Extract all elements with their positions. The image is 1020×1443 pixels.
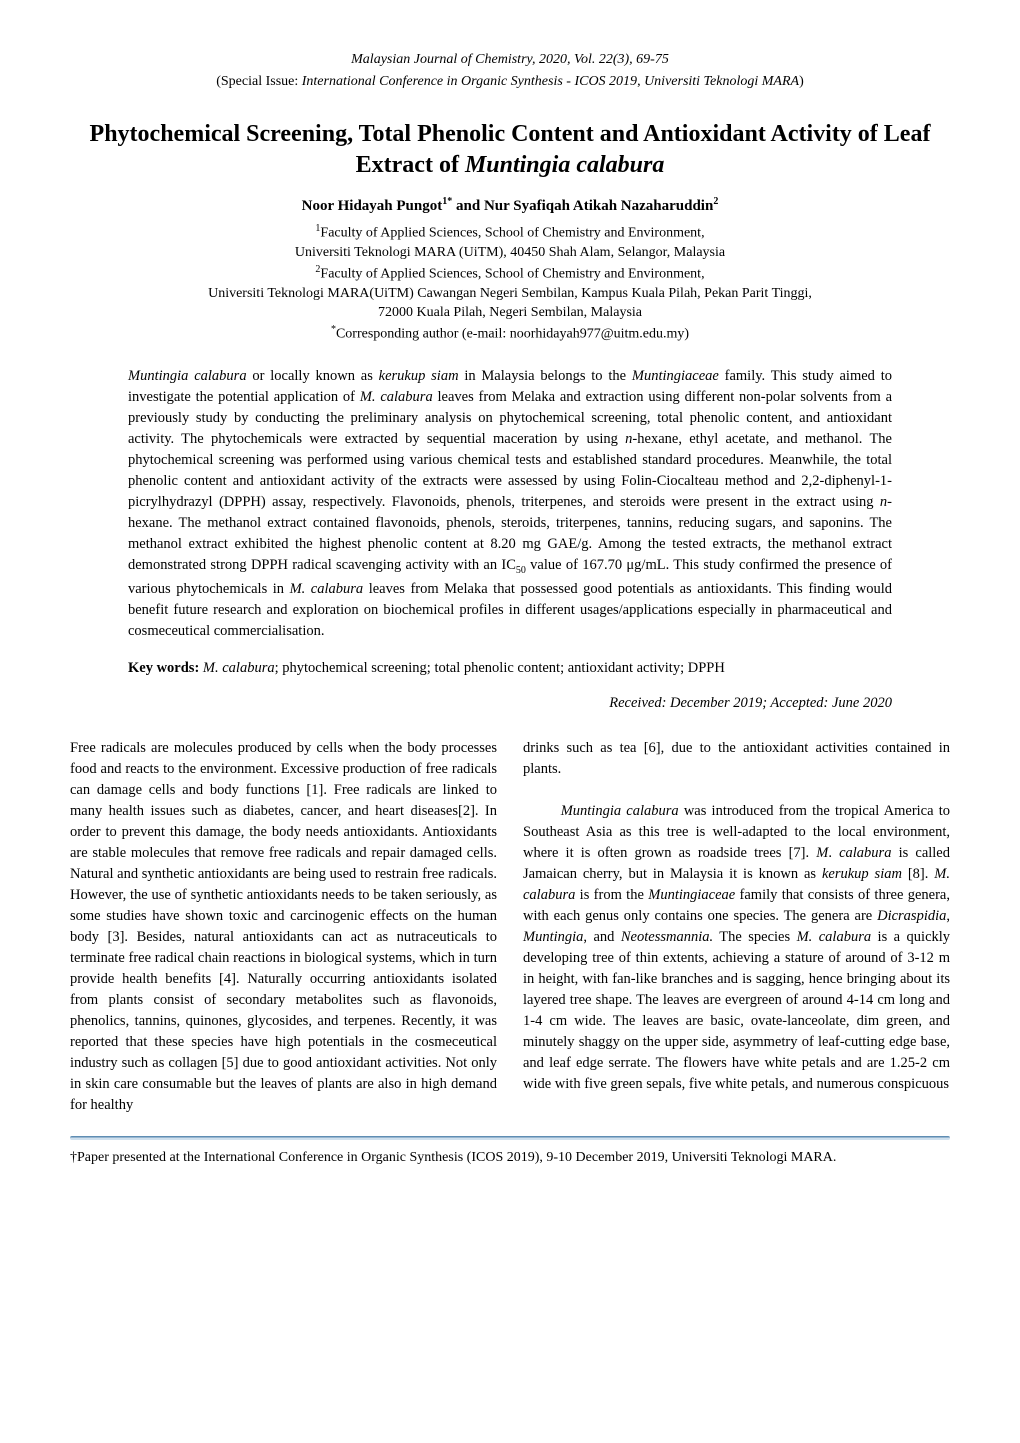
journal-header: Malaysian Journal of Chemistry, 2020, Vo…: [70, 50, 950, 70]
keywords-label: Key words:: [128, 660, 199, 676]
footer-rule: [70, 1136, 950, 1140]
corresponding-author: Corresponding author (e-mail: noorhidaya…: [336, 327, 689, 342]
special-issue-mid: ,: [637, 74, 644, 89]
abstract: Muntingia calabura or locally known as k…: [128, 366, 892, 642]
title-species: Muntingia calabura: [465, 152, 664, 178]
affiliations: 1Faculty of Applied Sciences, School of …: [70, 222, 950, 345]
author-1: Noor Hidayah Pungot: [302, 198, 443, 214]
aff1-line2: Universiti Teknologi MARA (UiTM), 40450 …: [295, 245, 725, 260]
body-columns: Free radicals are molecules produced by …: [70, 738, 950, 1116]
col2-para1: drinks such as tea [6], due to the antio…: [523, 738, 950, 780]
author-2: Nur Syafiqah Atikah Nazaharuddin: [484, 198, 713, 214]
aff2-line3: 72000 Kuala Pilah, Negeri Sembilan, Mala…: [378, 305, 642, 320]
special-issue-header: (Special Issue: International Conference…: [70, 72, 950, 92]
special-issue-italic2: Universiti Teknologi MARA: [644, 74, 799, 89]
author-2-sup: 2: [713, 196, 718, 207]
special-issue-prefix: (Special Issue:: [216, 74, 302, 89]
special-issue-italic1: International Conference in Organic Synt…: [302, 74, 637, 89]
aff2-line1: Faculty of Applied Sciences, School of C…: [320, 266, 704, 281]
col2-para2: Muntingia calabura was introduced from t…: [523, 801, 950, 1095]
footnote: †Paper presented at the International Co…: [70, 1148, 950, 1168]
keywords: Key words: M. calabura; phytochemical sc…: [128, 658, 892, 679]
paper-title: Phytochemical Screening, Total Phenolic …: [70, 119, 950, 181]
column-left: Free radicals are molecules produced by …: [70, 738, 497, 1116]
aff1-line1: Faculty of Applied Sciences, School of C…: [320, 225, 704, 240]
author-and: and: [452, 198, 484, 214]
col1-para1: Free radicals are molecules produced by …: [70, 738, 497, 1116]
authors: Noor Hidayah Pungot1* and Nur Syafiqah A…: [70, 195, 950, 218]
column-right: drinks such as tea [6], due to the antio…: [523, 738, 950, 1116]
author-1-sup: 1*: [442, 196, 452, 207]
keywords-text: M. calabura; phytochemical screening; to…: [199, 660, 725, 676]
special-issue-suffix: ): [799, 74, 804, 89]
received-accepted: Received: December 2019; Accepted: June …: [128, 693, 892, 714]
aff2-line2: Universiti Teknologi MARA(UiTM) Cawangan…: [208, 286, 812, 301]
